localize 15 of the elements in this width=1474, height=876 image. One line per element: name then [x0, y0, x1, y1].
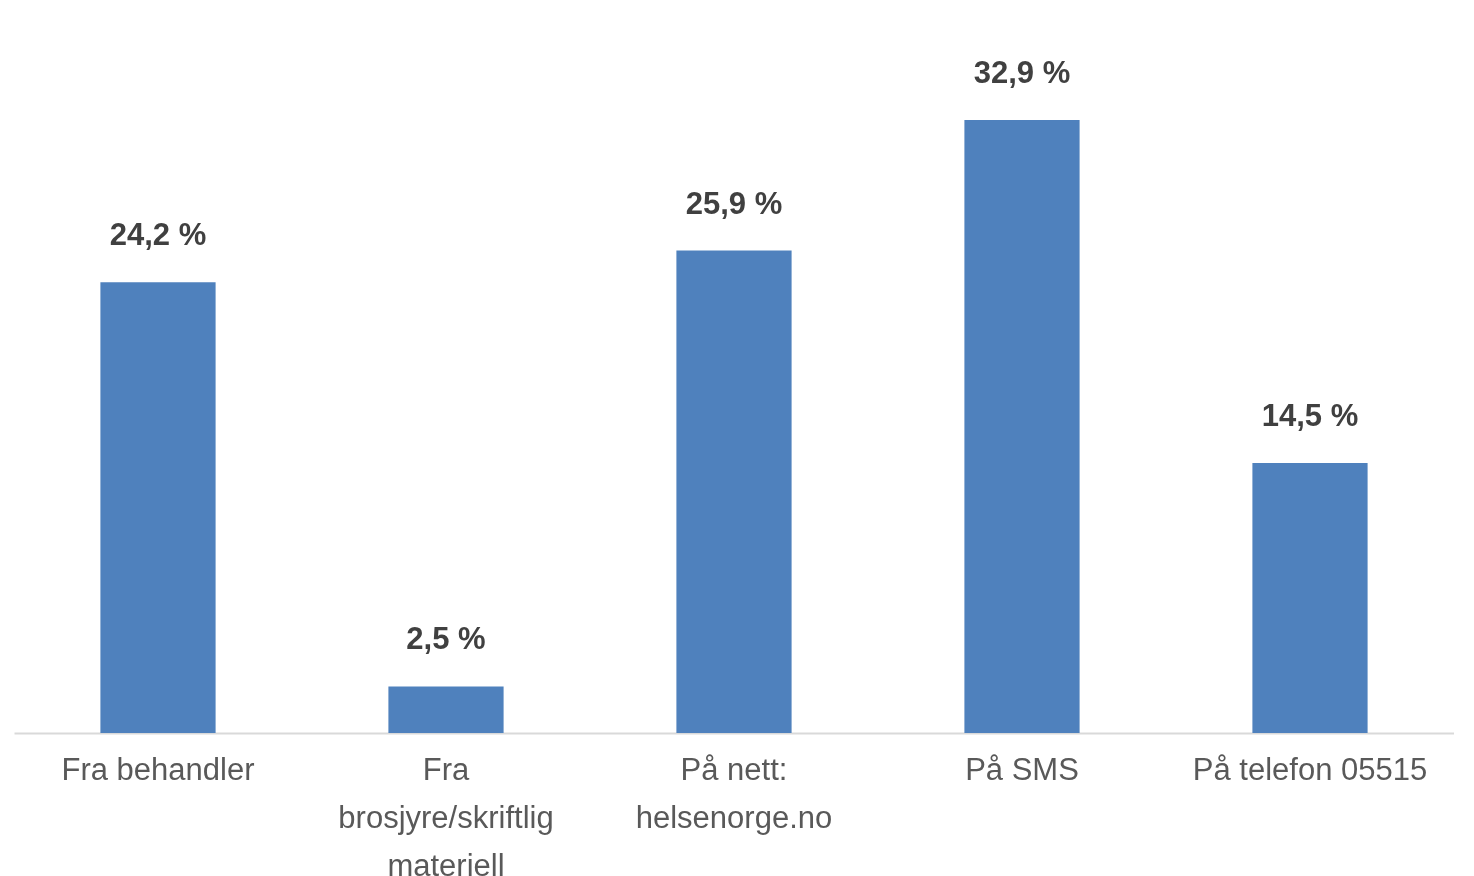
data-label: 2,5 % — [406, 621, 486, 657]
data-label: 25,9 % — [685, 185, 783, 221]
bar — [1252, 462, 1368, 733]
data-label: 32,9 % — [973, 55, 1071, 91]
bar — [676, 250, 792, 733]
x-tick-label: På SMS — [965, 751, 1079, 787]
x-tick-label: På telefon 05515 — [1192, 751, 1428, 787]
data-label: 24,2 % — [109, 217, 207, 253]
x-tick-label: Fra behandler — [61, 751, 255, 787]
bar — [388, 686, 504, 733]
data-label: 14,5 % — [1261, 397, 1359, 433]
x-tick-label: Fra brosjyre/skriftlig materiell — [338, 751, 554, 876]
x-tick-label: På nett: helsenorge.no — [635, 751, 833, 835]
bar — [964, 120, 1080, 733]
bar — [100, 282, 216, 733]
